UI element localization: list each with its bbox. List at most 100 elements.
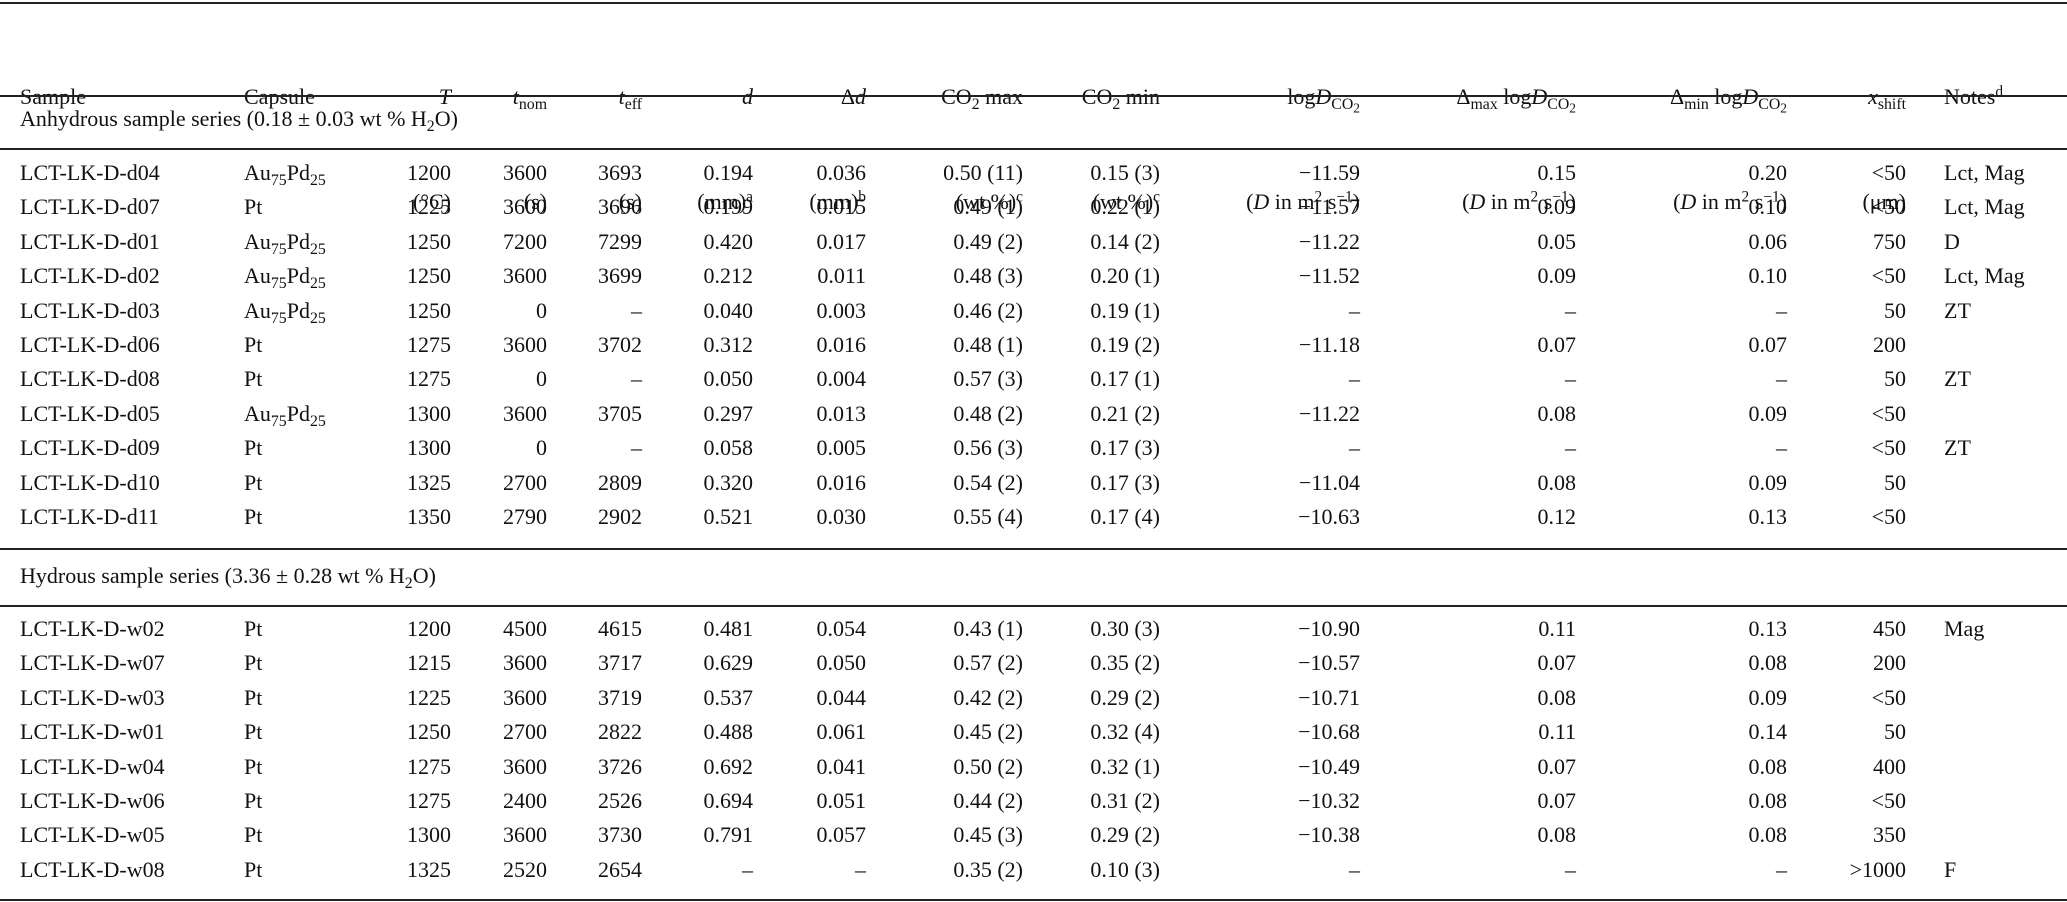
header-subscript: CO [1758,95,1781,113]
cell-value: 1200 [407,616,451,641]
cell-value: 0.20 [1748,160,1788,185]
sample-id: LCT-LK-D-d05 [20,400,160,426]
cell-value: 0.629 [703,650,754,676]
header-unit-part: s [1749,189,1764,214]
col-header: Δmin logDCO2 (D in m2 s−1) [1670,9,1787,289]
capsule: Pt [244,719,263,745]
cell-value: 3705 [598,400,642,426]
cell-value: 0.09 [1748,400,1788,426]
note: F [1944,856,1957,882]
header-subscript: 2 [971,95,980,113]
cell-value: 0.420 [703,228,754,254]
header-unit: (D in m2 s−1) [1456,184,1576,219]
cell-value: – [631,297,642,323]
cell-value: 2902 [598,504,642,529]
header-unit: (D in m2 s−1) [1670,184,1787,219]
header-rule [0,95,2067,97]
col-header: Sample [20,9,86,184]
header-prefix: Δ [1669,84,1685,109]
cell-value: – [742,856,753,882]
cell-value: <50 [1871,194,1906,220]
cell-value: 0.199 [703,194,754,220]
cell-value: 1200 [407,160,451,185]
col-header: CO2 min (wt %)c [1082,9,1160,289]
cell-value: −11.22 [1298,400,1360,426]
cell-value: – [1565,297,1576,323]
header-unit-part: in m [1269,189,1315,214]
header-unit-part: ) [1779,189,1787,214]
cell-value: 0.48 (2) [953,400,1023,426]
cell-value: 0.013 [816,400,867,426]
cell-value: 3600 [503,194,547,220]
header-text: CO [1081,84,1113,109]
cell-value: 0.57 (3) [953,366,1023,392]
cell-value: 0.054 [816,616,867,641]
header-unit-part: s [1322,189,1337,214]
col-header: xshift (μm) [1862,9,1906,289]
cell-value: 0.30 (3) [1090,616,1160,641]
cell-value: 0.044 [816,684,867,710]
header-unit-part: −1 [1763,188,1780,206]
cell-value: 0.10 [1748,263,1788,289]
cell-value: – [631,366,642,392]
cell-value: 0.11 [1538,616,1576,641]
cell-value: 0 [536,366,547,392]
cell-value: – [1349,856,1360,882]
cell-value: 0.005 [816,435,867,461]
cell-value: 0.07 [1537,788,1577,813]
section-title-part: 2 [404,574,413,592]
cell-value: 0.19 (1) [1090,297,1160,323]
cell-value: 0.56 (3) [953,435,1023,461]
header-subscript: CO [1547,95,1570,113]
col-header: Δd (mm)b [809,9,866,289]
cell-value: −10.90 [1298,616,1360,641]
cell-value: −11.57 [1298,194,1360,220]
sample-id: LCT-LK-D-w03 [20,684,165,710]
cell-value: 1300 [407,435,451,461]
cell-value: 3719 [598,684,642,710]
cell-value: 0.07 [1537,753,1577,779]
cell-value: 0.09 [1748,684,1788,710]
cell-value: 0 [536,435,547,461]
cell-value: – [631,435,642,461]
header-unit: (μm) [1862,189,1906,214]
cell-value: 0.041 [816,753,867,779]
cell-value: 0.016 [816,332,867,357]
cell-value: 0.20 (1) [1090,263,1160,289]
cell-value: – [1776,435,1787,461]
cell-value: <50 [1871,435,1906,461]
header-unit-part: in m [1485,189,1531,214]
capsule: Pt [244,194,263,220]
capsule: Pt [244,822,263,848]
capsule: Au75Pd25 [244,160,326,189]
note: ZT [1944,297,1971,323]
cell-value: 0.54 (2) [953,469,1023,495]
note: Lct, Mag [1944,160,2025,185]
cell-value: −10.49 [1298,753,1360,779]
header-prefix: Δ [1456,84,1471,109]
cell-value: 450 [1873,616,1906,641]
cell-value: 0.35 (2) [1090,650,1160,676]
header-unit: (s) [523,189,547,214]
cell-value: 1225 [407,684,451,710]
cell-value: 0.19 (2) [1090,332,1160,357]
header-unit: (°C) [412,189,451,214]
header-symbol: x [1868,84,1878,109]
sample-id: LCT-LK-D-w01 [20,719,165,745]
header-symbol: D [1742,84,1759,109]
header-unit-part: D [1469,189,1486,214]
cell-value: 0.011 [817,263,866,289]
cell-value: 0.48 (3) [953,263,1023,289]
cell-value: 0.08 [1748,650,1788,676]
sample-id: LCT-LK-D-d04 [20,160,160,185]
cell-value: 0.13 [1748,504,1788,529]
cell-value: 3696 [598,194,642,220]
cell-value: −10.57 [1298,650,1360,676]
cell-value: 0.050 [816,650,867,676]
cell-value: 2700 [503,469,547,495]
header-symbol: D [1315,84,1332,109]
cell-value: 1275 [407,788,451,813]
header-symbol: d [855,84,866,109]
cell-value: −10.68 [1298,719,1360,745]
cell-value: 0.42 (2) [953,684,1023,710]
